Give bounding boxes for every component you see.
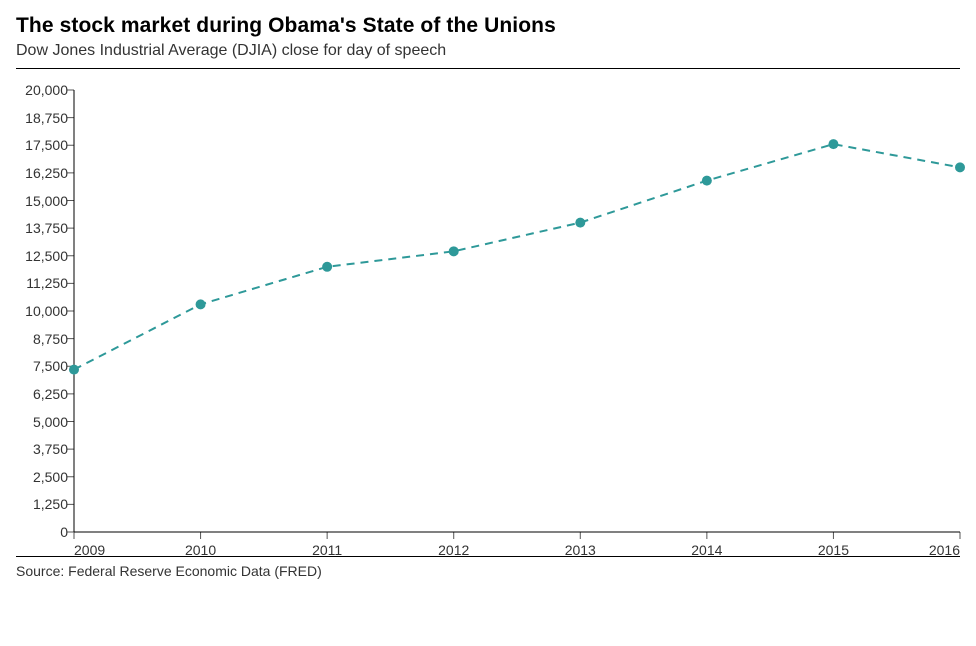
- chart-source: Source: Federal Reserve Economic Data (F…: [16, 563, 322, 579]
- data-marker: [575, 218, 585, 228]
- chart-subtitle: Dow Jones Industrial Average (DJIA) clos…: [16, 42, 446, 60]
- y-tick-label: 12,500: [16, 248, 68, 264]
- data-line: [74, 144, 960, 369]
- data-marker: [69, 365, 79, 375]
- y-tick-label: 10,000: [16, 303, 68, 319]
- data-marker: [449, 246, 459, 256]
- y-tick-label: 1,250: [16, 496, 68, 512]
- bottom-rule: [16, 556, 960, 557]
- top-rule: [16, 68, 960, 69]
- y-tick-label: 15,000: [16, 193, 68, 209]
- data-marker: [196, 299, 206, 309]
- y-tick-label: 8,750: [16, 331, 68, 347]
- data-marker: [702, 176, 712, 186]
- y-tick-label: 3,750: [16, 441, 68, 457]
- data-marker: [955, 162, 965, 172]
- y-tick-label: 18,750: [16, 110, 68, 126]
- y-tick-label: 13,750: [16, 220, 68, 236]
- y-tick-label: 17,500: [16, 137, 68, 153]
- y-tick-label: 6,250: [16, 386, 68, 402]
- y-tick-label: 2,500: [16, 469, 68, 485]
- y-tick-label: 11,250: [16, 275, 68, 291]
- y-tick-label: 0: [16, 524, 68, 540]
- chart-title: The stock market during Obama's State of…: [16, 14, 556, 38]
- y-tick-label: 7,500: [16, 358, 68, 374]
- y-tick-label: 5,000: [16, 414, 68, 430]
- data-marker: [828, 139, 838, 149]
- chart-container: The stock market during Obama's State of…: [0, 0, 976, 646]
- y-tick-label: 20,000: [16, 82, 68, 98]
- data-marker: [322, 262, 332, 272]
- y-tick-label: 16,250: [16, 165, 68, 181]
